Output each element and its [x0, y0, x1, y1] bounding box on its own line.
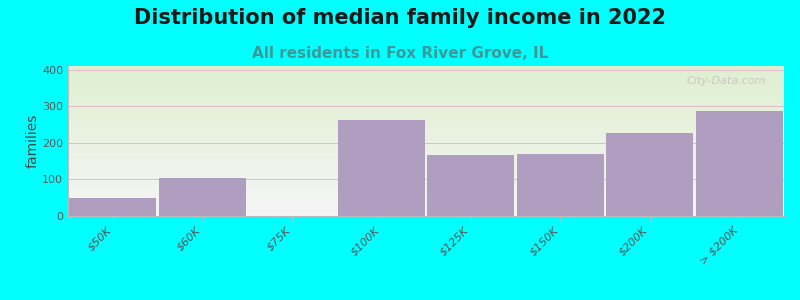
Bar	[517, 154, 604, 216]
Text: Distribution of median family income in 2022: Distribution of median family income in …	[134, 8, 666, 28]
Bar	[696, 111, 782, 216]
Bar	[70, 198, 156, 216]
Bar	[159, 178, 246, 216]
Bar	[338, 120, 425, 216]
Text: All residents in Fox River Grove, IL: All residents in Fox River Grove, IL	[252, 46, 548, 62]
Y-axis label: families: families	[26, 114, 39, 168]
Text: City-Data.com: City-Data.com	[686, 76, 766, 86]
Bar	[606, 133, 693, 216]
Bar	[427, 154, 514, 216]
